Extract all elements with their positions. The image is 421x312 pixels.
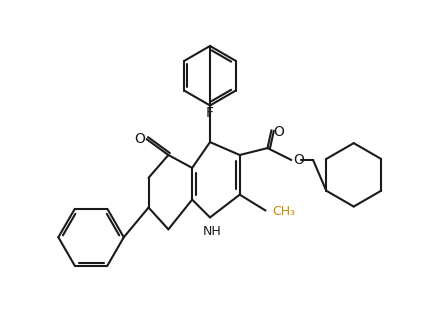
Text: CH₃: CH₃ [272, 205, 296, 218]
Text: O: O [293, 153, 304, 167]
Text: O: O [134, 132, 145, 146]
Text: NH: NH [203, 225, 221, 238]
Text: F: F [206, 106, 214, 120]
Text: O: O [273, 125, 284, 139]
